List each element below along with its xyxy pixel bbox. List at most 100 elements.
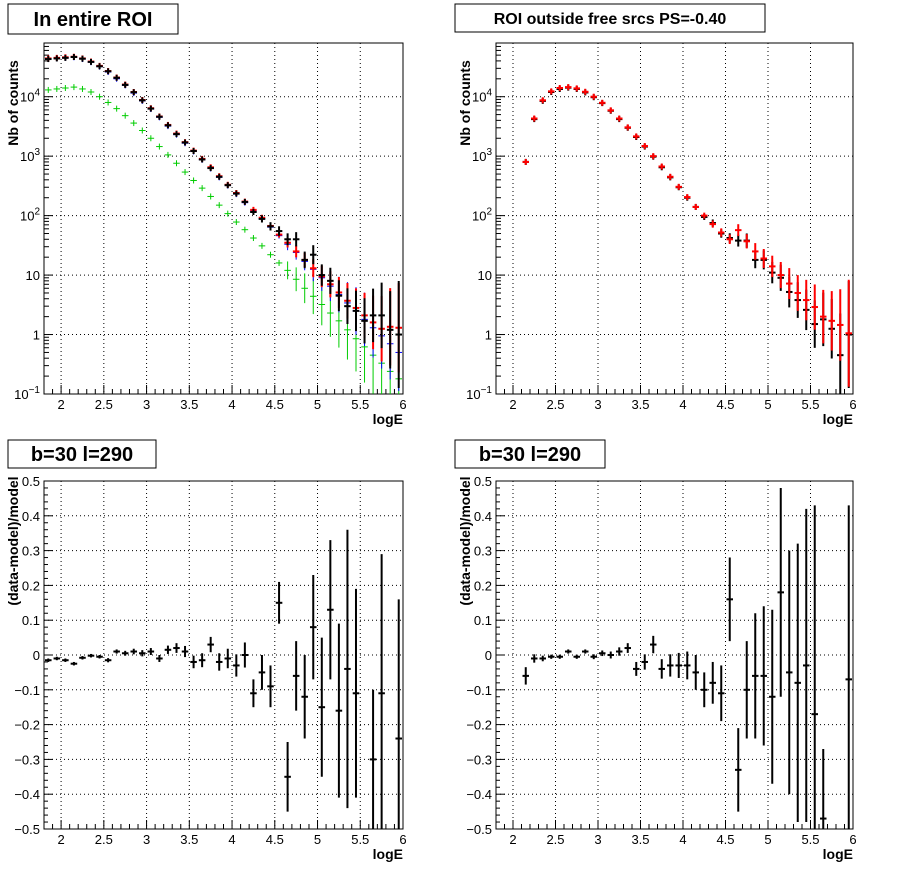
y-tick-label: 0.2	[22, 578, 40, 593]
chart-title-box: ROI outside free srcs PS=-0.40	[454, 3, 766, 33]
x-tick-label: 2	[509, 832, 516, 847]
data-point	[164, 151, 172, 158]
data-point	[147, 105, 155, 112]
chart-title-frame	[454, 439, 606, 469]
y-axis: −0.5 −0.4 −0.3 −0.2 −0.1 0 0.1 0.2 0.3 0.4 0.5(dat…	[5, 474, 53, 837]
y-tick-label-base: 0.4	[22, 509, 40, 524]
data-point	[743, 641, 750, 739]
data-series-group	[45, 53, 402, 394]
y-tick-label-base: −0.1	[14, 683, 40, 698]
data-point	[548, 654, 555, 659]
y-tick-label-base: 0.5	[22, 474, 40, 489]
data-point	[241, 198, 249, 205]
x-tick-label: 6	[399, 397, 406, 412]
data-point	[820, 289, 827, 344]
data-point	[718, 665, 725, 722]
data-point	[147, 648, 155, 655]
y-tick-label: −0.2	[14, 718, 40, 733]
y-axis-label: (data-model)/model	[457, 476, 473, 605]
y-tick-label-base: 0.5	[474, 474, 492, 489]
chart-title-box: In entire ROI	[7, 3, 179, 35]
y-tick-label-base: 10	[472, 209, 486, 224]
y-tick-label: 104	[472, 88, 492, 105]
y-tick-label: 0.5	[474, 474, 492, 489]
data-point	[735, 728, 742, 812]
data-point	[582, 88, 589, 95]
data-point	[181, 139, 189, 146]
data-point	[633, 133, 640, 140]
y-tick-label: 104	[20, 88, 40, 105]
y-tick-label: 0.1	[22, 613, 40, 628]
data-point	[45, 658, 52, 662]
y-tick-label-exponent: 2	[486, 207, 492, 218]
x-tick-label: 4	[228, 397, 235, 412]
data-point	[267, 222, 274, 231]
data-point	[658, 659, 665, 679]
y-tick-label: 10	[26, 268, 40, 283]
data-point	[539, 655, 546, 662]
y-tick-label: 0.2	[474, 578, 492, 593]
chart-title-box: b=30 l=290	[454, 439, 606, 469]
data-point	[96, 63, 103, 70]
x-tick-label: 5	[314, 397, 321, 412]
x-tick-label: 3	[594, 397, 601, 412]
data-point	[667, 654, 674, 677]
data-point	[156, 655, 163, 662]
data-point	[624, 643, 631, 653]
chart-panel-3: 2 2.5 3 3.5 4 4.5 5 5.5 6logE−0.5−0.4−0.3−0.2−0.…	[5, 439, 407, 862]
data-point	[53, 85, 61, 92]
y-tick-label-base: −0.2	[14, 718, 40, 733]
data-point	[62, 85, 69, 92]
y-tick-label-base: −0.3	[466, 752, 492, 767]
x-tick-label: 3.5	[631, 832, 649, 847]
data-point	[803, 279, 810, 321]
data-point	[104, 658, 112, 663]
data-point	[250, 209, 257, 215]
data-series-group	[522, 487, 852, 829]
x-tick-label: 2.5	[546, 397, 564, 412]
data-point	[301, 273, 308, 304]
y-tick-label-base: −0.4	[466, 787, 492, 802]
data-point	[173, 643, 180, 653]
y-tick-label: −0.4	[14, 787, 40, 802]
y-tick-label: −0.2	[466, 718, 492, 733]
data-point	[641, 654, 648, 670]
y-tick-label: −0.1	[14, 683, 40, 698]
data-point	[130, 120, 138, 127]
data-point	[292, 245, 300, 258]
data-point	[284, 233, 291, 246]
y-tick-label: 0.1	[474, 613, 492, 628]
data-point	[726, 234, 733, 245]
y-tick-label: 103	[20, 147, 40, 164]
data-point	[701, 672, 708, 708]
data-point	[599, 650, 606, 657]
data-point	[309, 278, 317, 315]
data-point	[378, 282, 385, 349]
data-point	[224, 182, 232, 189]
y-tick-label: 0.4	[22, 509, 40, 524]
y-tick-label: 0.4	[474, 509, 492, 524]
y-tick-label-exponent: −1	[481, 385, 493, 396]
data-point	[658, 163, 665, 170]
chart-title: b=30 l=290	[31, 444, 133, 466]
data-point	[156, 143, 163, 150]
data-point	[233, 219, 240, 226]
data-point	[104, 68, 112, 75]
y-tick-label: 0.5	[22, 474, 40, 489]
data-point	[709, 220, 716, 228]
chart-title-frame	[7, 3, 179, 35]
x-tick-label: 5.5	[351, 397, 369, 412]
data-point	[395, 599, 402, 829]
data-point	[650, 635, 657, 654]
x-axis-label: logE	[823, 846, 853, 862]
y-tick-label-base: 10	[20, 149, 34, 164]
data-point	[607, 651, 614, 659]
data-point	[53, 55, 61, 62]
y-tick-label: −0.5	[14, 822, 40, 837]
y-tick-label-exponent: 3	[34, 147, 40, 158]
x-tick-label: 2	[57, 397, 64, 412]
